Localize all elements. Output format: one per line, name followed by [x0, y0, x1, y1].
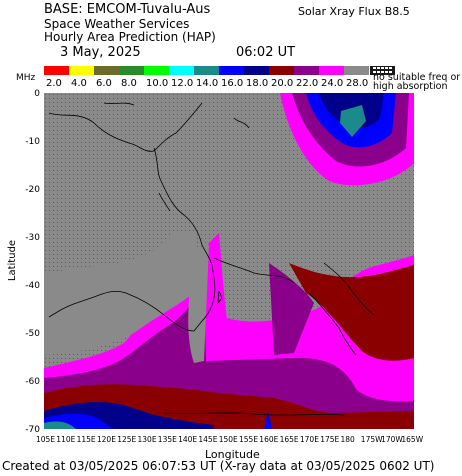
- legend-label: 18.0: [246, 78, 269, 89]
- frequency-legend: [44, 66, 369, 75]
- legend-swatch: [119, 66, 144, 75]
- legend-swatch: [44, 66, 69, 75]
- latitude-tick-label: -30: [25, 233, 40, 243]
- no-freq-line2: high absorption: [373, 81, 448, 92]
- legend-swatch: [94, 66, 119, 75]
- legend-swatch: [269, 66, 294, 75]
- legend-swatch: [144, 66, 169, 75]
- product-name: Hourly Area Prediction (HAP): [44, 30, 216, 44]
- legend-swatch: [319, 66, 344, 75]
- latitude-tick-label: -50: [25, 329, 40, 339]
- legend-swatch: [344, 66, 369, 75]
- longitude-tick-label: 170W: [381, 435, 403, 444]
- latitude-tick-label: -70: [25, 425, 40, 435]
- longitude-tick-label: 160E: [259, 435, 279, 444]
- longitude-tick-label: 140E: [178, 435, 198, 444]
- legend-label: 20.0: [271, 78, 294, 89]
- longitude-tick-label: 110E: [56, 435, 76, 444]
- longitude-tick-label: 165E: [279, 435, 299, 444]
- longitude-tick-label: 165W: [401, 435, 424, 444]
- longitude-tick-label: 175E: [320, 435, 340, 444]
- legend-label: 16.0: [221, 78, 244, 89]
- legend-label: 6.0: [96, 78, 112, 89]
- legend-label: 22.0: [296, 78, 319, 89]
- legend-label: 14.0: [196, 78, 219, 89]
- no-freq-swatch: [370, 66, 395, 75]
- legend-swatch: [244, 66, 269, 75]
- grey-interior: [44, 233, 209, 363]
- map-svg: [44, 93, 414, 429]
- solar-flux: Solar Xray Flux B8.5: [298, 5, 410, 18]
- south-cell: [44, 233, 414, 429]
- longitude-tick-label: 175W: [360, 435, 383, 444]
- coastlines: [48, 102, 375, 416]
- longitude-tick-label: 150E: [218, 435, 238, 444]
- no-freq-line1: no suitable freq or: [373, 72, 461, 83]
- longitude-tick-label: 135E: [157, 435, 177, 444]
- latitude-tick-label: -60: [25, 377, 40, 387]
- longitude-tick-label: 120E: [96, 435, 116, 444]
- service-name: Space Weather Services: [44, 17, 190, 31]
- legend-label: 8.0: [121, 78, 137, 89]
- legend-label: 2.0: [46, 78, 62, 89]
- longitude-tick-label: 170E: [299, 435, 319, 444]
- legend-unit: MHz: [16, 73, 36, 83]
- legend-label: 12.0: [171, 78, 194, 89]
- legend-label: 24.0: [321, 78, 344, 89]
- latitude-axis-title: Latitude: [7, 239, 19, 282]
- legend-swatch: [294, 66, 319, 75]
- legend-swatch: [169, 66, 194, 75]
- prediction-time: 06:02 UT: [236, 45, 296, 60]
- longitude-tick-label: 125E: [117, 435, 137, 444]
- base-title: BASE: EMCOM-Tuvalu-Aus: [44, 2, 211, 17]
- prediction-date: 3 May, 2025: [60, 45, 141, 60]
- footer-timestamp: Created at 03/05/2025 06:07:53 UT (X-ray…: [2, 459, 435, 473]
- longitude-tick-label: 155E: [239, 435, 259, 444]
- legend-swatch: [219, 66, 244, 75]
- latitude-tick-label: -10: [25, 137, 40, 147]
- legend-swatch: [69, 66, 94, 75]
- longitude-tick-label: 180: [340, 435, 355, 444]
- legend-label: 4.0: [71, 78, 87, 89]
- longitude-tick-label: 130E: [137, 435, 157, 444]
- longitude-tick-label: 145E: [198, 435, 218, 444]
- frequency-map: [44, 93, 414, 429]
- top-right-cell: [280, 93, 414, 186]
- latitude-tick-label: 0: [34, 89, 40, 99]
- latitude-tick-label: -40: [25, 281, 40, 291]
- longitude-axis-title: Longitude: [205, 448, 260, 461]
- longitude-tick-label: 115E: [76, 435, 96, 444]
- legend-label: 10.0: [146, 78, 169, 89]
- longitude-tick-label: 105E: [36, 435, 56, 444]
- no-freq-label: no suitable freq or high absorption: [373, 72, 461, 92]
- legend-label: 28.0: [346, 78, 369, 89]
- legend-swatch: [194, 66, 219, 75]
- latitude-tick-label: -20: [25, 185, 40, 195]
